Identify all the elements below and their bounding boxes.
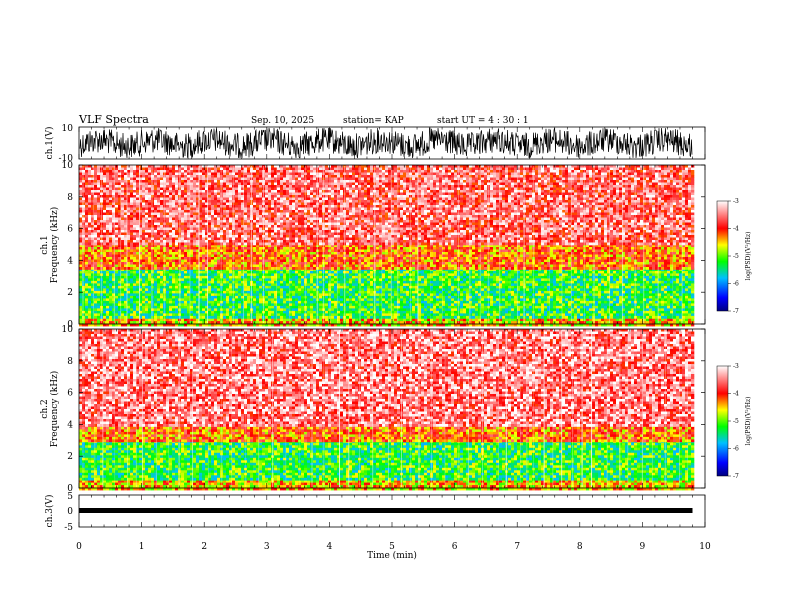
- time-tick-label: 6: [452, 542, 458, 552]
- spec1-ytick: 10: [62, 161, 74, 171]
- ch1-spectrogram-image: [79, 165, 695, 327]
- time-tick-label: 2: [201, 542, 207, 552]
- ch2-colorbar: -3 -4 -5 -6 -7 log(PSD)(V²/Hz): [716, 363, 752, 480]
- colorbar-tick-label: -7: [733, 473, 739, 480]
- spec2-ytick: 4: [67, 420, 73, 430]
- colorbar-tick-label: -4: [733, 391, 739, 398]
- ch1-waveform-line: [79, 127, 693, 160]
- colorbar-tick-label: -7: [733, 308, 739, 315]
- spec1-ytick: 6: [67, 225, 73, 235]
- time-axis-labels: 0 1 2 3 4 5 6 7 8 9 10: [76, 542, 711, 552]
- time-tick-label: 4: [327, 542, 333, 552]
- ch1-ytick-top: 10: [62, 124, 74, 134]
- spec2-ytick: 6: [67, 389, 73, 399]
- ch1-spectrogram-panel: 0 2 4 6 8 10 ch.1 Frequency (kHz): [40, 161, 706, 330]
- ch3-ytick-top: 5: [67, 492, 73, 502]
- station-label: station= KAP: [343, 116, 404, 126]
- spec1-ytick: 8: [67, 193, 73, 203]
- spec1-ytick: 0: [67, 320, 73, 330]
- ch1-colorbar: -3 -4 -5 -6 -7 log(PSD)(V²/Hz): [716, 198, 752, 315]
- colorbar-tick-label: -3: [733, 198, 739, 205]
- spec2-ytick: 8: [67, 357, 73, 367]
- date-label: Sep. 10, 2025: [251, 116, 314, 126]
- ch3-ytick-mid: 0: [67, 507, 73, 517]
- colorbar-tick-label: -5: [733, 418, 739, 425]
- time-axis-title: Time (min): [367, 550, 417, 561]
- time-tick-label: 8: [577, 542, 583, 552]
- ch1-ytick-bottom: -10: [59, 154, 74, 164]
- spec2-ytick: 10: [62, 325, 74, 335]
- ch3-waveform-line: [79, 508, 693, 513]
- time-tick-label: 9: [640, 542, 646, 552]
- ch2-spectrogram-ylabel: ch.2: [40, 399, 50, 418]
- start-time-label: start UT = 4 : 30 : 1: [437, 116, 529, 126]
- ch2-frequency-ylabel: Frequency (kHz): [49, 371, 60, 448]
- time-tick-label: 3: [264, 542, 270, 552]
- time-tick-label: 5: [389, 542, 395, 552]
- spec2-ytick: 0: [67, 484, 73, 494]
- ch1-spectrogram-ylabel: ch.1: [40, 235, 50, 254]
- ch1-waveform-panel: 10 -10 ch.1(V): [44, 124, 706, 164]
- colorbar-tick-label: -3: [733, 363, 739, 370]
- ch1-waveform-ylabel: ch.1(V): [44, 127, 55, 160]
- ch2-colorbar-label: log(PSD)(V²/Hz): [745, 397, 752, 446]
- ch1-colorbar-gradient: [716, 200, 729, 312]
- ch3-waveform-ylabel: ch.3(V): [44, 495, 55, 528]
- ch3-ytick-bottom: -5: [64, 523, 73, 533]
- time-tick-label: 1: [139, 542, 145, 552]
- ch2-spectrogram-panel: 0 2 4 6 8 10 ch.2 Frequency (kHz): [40, 325, 706, 494]
- spec1-ytick: 2: [67, 288, 73, 298]
- time-axis-ticks: [78, 127, 706, 527]
- time-tick-label: 7: [514, 542, 520, 552]
- spec1-ytick: 4: [67, 256, 73, 266]
- colorbar-tick-label: -6: [733, 281, 739, 288]
- ch2-spectrogram-image: [79, 329, 695, 491]
- ch2-colorbar-gradient: [716, 365, 729, 477]
- time-tick-label: 10: [699, 542, 711, 552]
- colorbar-tick-label: -4: [733, 226, 739, 233]
- ch1-colorbar-label: log(PSD)(V²/Hz): [745, 232, 752, 281]
- colorbar-tick-label: -6: [733, 446, 739, 453]
- chart-title: VLF Spectra: [78, 113, 149, 126]
- ch3-waveform-panel: 5 0 -5 ch.3(V): [44, 492, 706, 533]
- ch1-frequency-ylabel: Frequency (kHz): [49, 207, 60, 284]
- colorbar-tick-label: -5: [733, 253, 739, 260]
- time-tick-label: 0: [76, 542, 82, 552]
- spec2-ytick: 2: [67, 452, 73, 462]
